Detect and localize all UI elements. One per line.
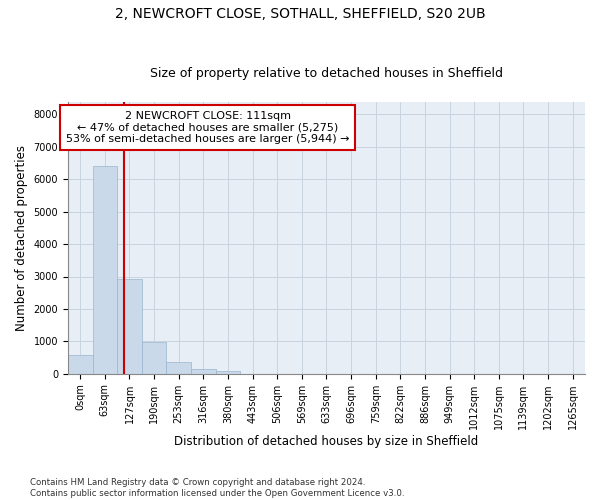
Y-axis label: Number of detached properties: Number of detached properties [15,144,28,330]
Title: Size of property relative to detached houses in Sheffield: Size of property relative to detached ho… [150,66,503,80]
Bar [215,372,240,374]
X-axis label: Distribution of detached houses by size in Sheffield: Distribution of detached houses by size … [175,434,479,448]
Bar [166,362,191,374]
Text: Contains HM Land Registry data © Crown copyright and database right 2024.
Contai: Contains HM Land Registry data © Crown c… [30,478,404,498]
Bar [92,166,117,374]
Text: 2, NEWCROFT CLOSE, SOTHALL, SHEFFIELD, S20 2UB: 2, NEWCROFT CLOSE, SOTHALL, SHEFFIELD, S… [115,8,485,22]
Text: 2 NEWCROFT CLOSE: 111sqm
← 47% of detached houses are smaller (5,275)
53% of sem: 2 NEWCROFT CLOSE: 111sqm ← 47% of detach… [66,111,349,144]
Bar [191,368,215,374]
Bar [142,342,166,374]
Bar [68,355,92,374]
Bar [117,279,142,374]
